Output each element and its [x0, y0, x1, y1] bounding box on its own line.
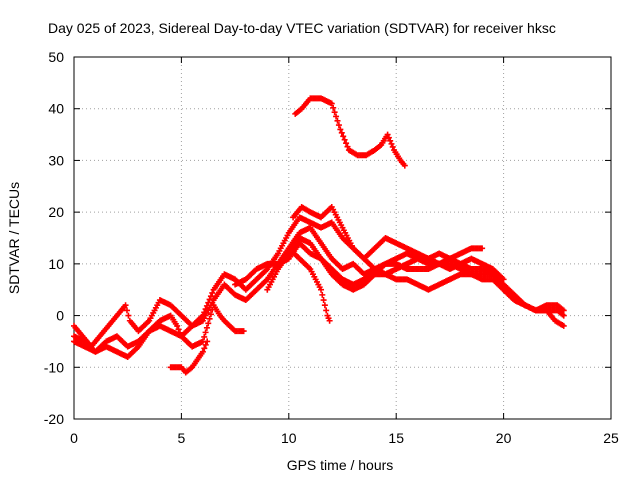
data-point — [330, 104, 337, 111]
data-point — [344, 143, 351, 150]
data-point — [385, 134, 392, 141]
data-point — [240, 328, 247, 335]
x-tick-label: 20 — [496, 430, 512, 446]
data-point — [207, 311, 214, 318]
data-point — [125, 312, 132, 319]
data-point — [384, 131, 391, 138]
y-tick-label: 20 — [48, 204, 64, 220]
x-tick-label: 25 — [603, 430, 619, 446]
data-point — [205, 320, 212, 327]
data-point — [337, 126, 344, 133]
y-tick-label: -20 — [44, 411, 64, 427]
data-point — [199, 348, 206, 355]
data-point — [326, 317, 333, 324]
data-point — [319, 291, 326, 298]
data-point — [123, 307, 130, 314]
plot-frame — [73, 56, 612, 420]
data-point — [122, 302, 129, 309]
data-point — [500, 276, 507, 283]
data-point — [479, 245, 486, 252]
data-point — [387, 137, 394, 144]
data-point — [323, 307, 330, 314]
data-point — [401, 162, 408, 169]
data-point — [202, 329, 209, 336]
data-point — [340, 133, 347, 140]
data-point — [335, 122, 342, 129]
chart-title: Day 025 of 2023, Sidereal Day-to-day VTE… — [48, 20, 556, 36]
data-point — [338, 129, 345, 136]
data-point — [202, 341, 209, 348]
y-tick-label: 10 — [48, 256, 64, 272]
data-marks — [71, 95, 567, 376]
data-point — [176, 329, 183, 336]
data-point — [318, 286, 325, 293]
data-point — [560, 322, 567, 329]
x-tick-label: 0 — [70, 430, 78, 446]
x-tick-label: 5 — [178, 430, 186, 446]
data-point — [328, 100, 335, 107]
series-trace-c — [71, 302, 247, 360]
data-point — [204, 338, 211, 345]
series-trace-d — [167, 338, 211, 376]
data-point — [388, 140, 395, 147]
data-point — [201, 345, 208, 352]
data-point — [389, 143, 396, 150]
y-axis-label: SDTVAR / TECUs — [6, 182, 22, 294]
series-trace-b — [71, 245, 333, 350]
data-point — [321, 302, 328, 309]
data-point — [203, 324, 210, 331]
x-axis-label: GPS time / hours — [287, 457, 394, 473]
x-tick-label: 15 — [388, 430, 404, 446]
data-point — [201, 333, 208, 340]
data-point — [343, 140, 350, 147]
data-point — [333, 113, 340, 120]
series-trace-e — [292, 95, 408, 169]
data-point — [560, 312, 567, 319]
axis-ticks: 0 5 10 15 20 25 -20 -10 0 10 20 30 40 50 — [44, 49, 619, 446]
y-tick-label: 40 — [48, 101, 64, 117]
series-trace-i — [232, 240, 507, 288]
data-point — [560, 307, 567, 314]
data-point — [209, 289, 216, 296]
y-tick-label: 0 — [56, 308, 64, 324]
data-point — [341, 136, 348, 143]
data-point — [334, 117, 341, 124]
data-point — [207, 293, 214, 300]
x-tick-label: 10 — [281, 430, 297, 446]
data-point — [174, 322, 181, 329]
y-tick-label: 50 — [48, 49, 64, 65]
data-point — [320, 297, 327, 304]
y-tick-label: 30 — [48, 152, 64, 168]
data-point — [206, 315, 213, 322]
data-point — [331, 109, 338, 116]
y-tick-label: -10 — [44, 359, 64, 375]
data-point — [175, 326, 182, 333]
